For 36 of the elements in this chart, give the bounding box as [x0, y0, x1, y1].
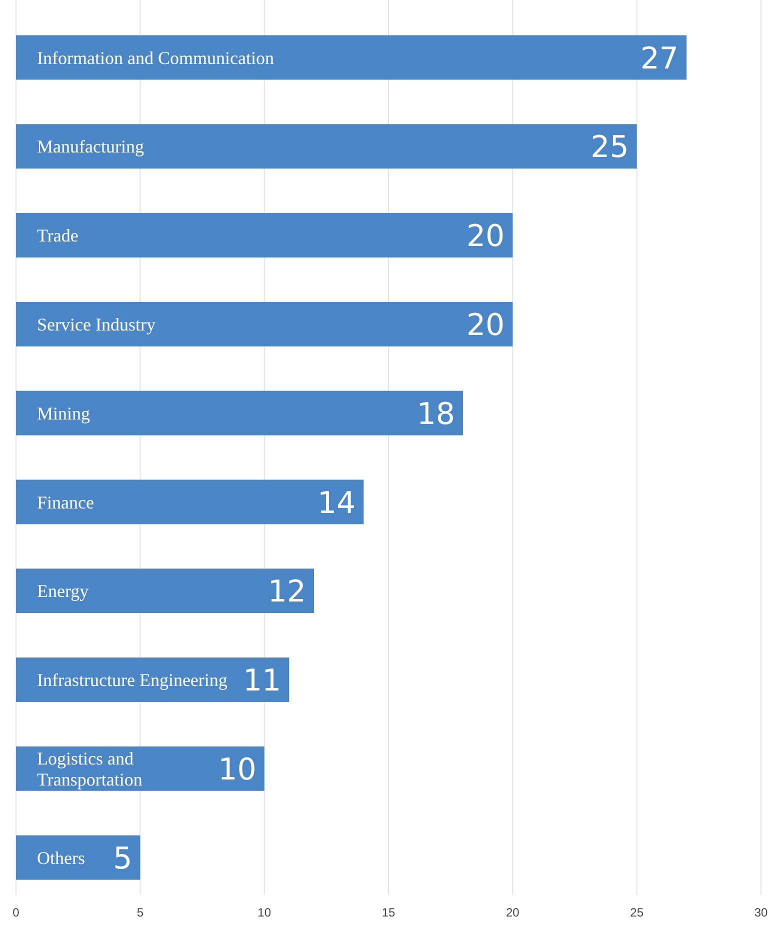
data-label: 12: [268, 574, 306, 610]
y-tick-label: Logistics and Transportation: [37, 748, 142, 790]
x-tick-label: 10: [258, 906, 272, 920]
data-label: 10: [218, 752, 256, 788]
y-tick-label: Energy: [37, 581, 89, 602]
data-label: 11: [242, 664, 282, 699]
data-label: 25: [590, 130, 629, 166]
bar: [16, 480, 364, 524]
x-tick-label: 5: [136, 906, 144, 920]
data-label: 20: [466, 308, 505, 343]
data-label: 20: [466, 219, 505, 254]
bar: [16, 390, 463, 436]
bar: [16, 213, 513, 258]
bar: [16, 568, 314, 614]
data-label: 5: [113, 841, 132, 876]
x-tick-label: 20: [506, 906, 520, 920]
y-tick-label: Manufacturing: [37, 136, 144, 157]
y-tick-label: Information and Communication: [37, 48, 274, 68]
bar: [16, 124, 637, 169]
y-tick-label: Finance: [37, 492, 94, 512]
data-label: 14: [317, 486, 356, 521]
bar: [16, 35, 686, 80]
y-tick-label: Service Industry: [37, 314, 156, 334]
y-tick-label: Infrastructure Engineering: [37, 670, 228, 690]
bar: [16, 835, 140, 880]
data-label: 18: [416, 396, 455, 432]
y-tick-label: Trade: [37, 226, 78, 246]
bar: [16, 302, 513, 346]
bar: [16, 658, 290, 702]
y-tick-label: Mining: [37, 403, 90, 424]
x-tick-label: 25: [630, 906, 644, 920]
y-tick-label: Others: [37, 848, 85, 868]
x-tick-label: 30: [754, 906, 768, 920]
x-tick-label: 0: [12, 906, 20, 920]
x-tick-label: 15: [382, 906, 396, 920]
data-label: 27: [640, 41, 678, 76]
